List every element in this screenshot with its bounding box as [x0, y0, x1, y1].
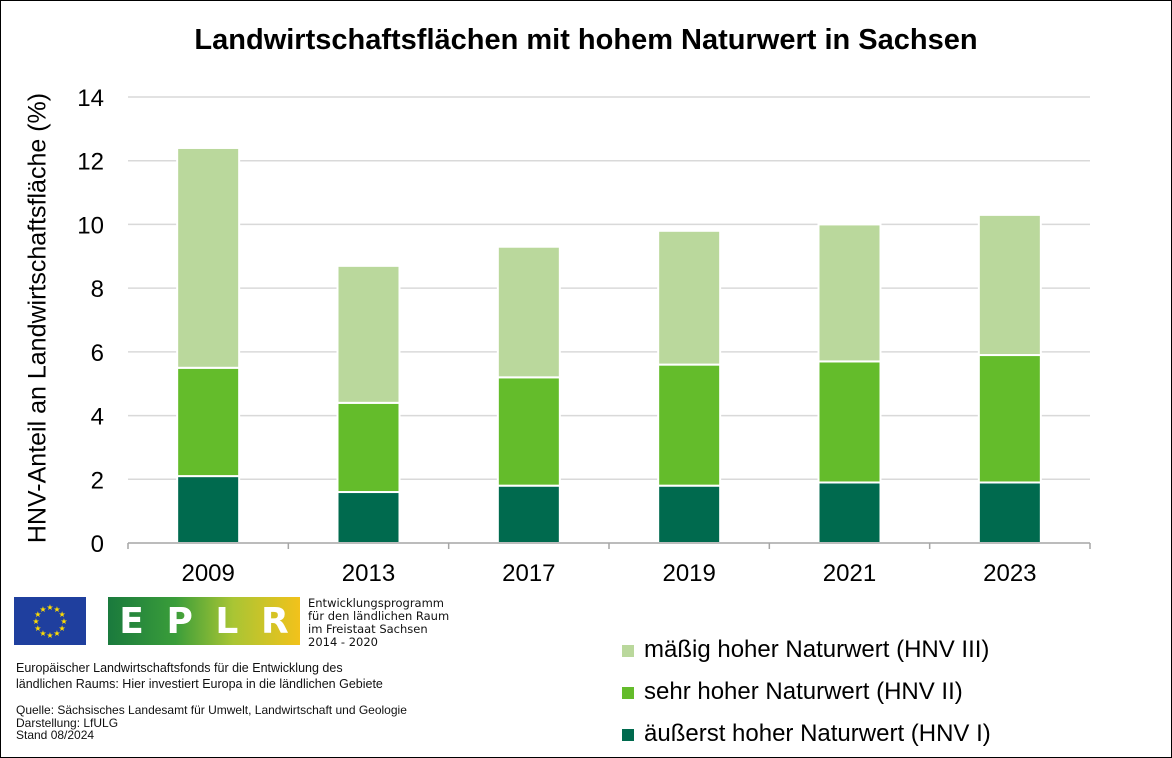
- bar-segment: [176, 475, 241, 545]
- eplr-line: Entwicklungsprogramm: [308, 596, 445, 610]
- eu-star-icon: ★: [34, 624, 41, 633]
- eplr-letter-e: E: [119, 600, 144, 642]
- eu-star-icon: ★: [46, 631, 53, 640]
- bar-segment: [496, 376, 561, 487]
- bar-segment: [657, 363, 722, 487]
- eu-star-icon: ★: [39, 605, 46, 614]
- bar-segment: [496, 484, 561, 544]
- legend-swatch: [622, 687, 634, 699]
- x-tick-label: 2023: [983, 560, 1036, 587]
- x-tick-label: 2021: [823, 560, 876, 587]
- legend-label: äußerst hoher Naturwert (HNV I): [644, 720, 991, 747]
- eplr-logo: E P L R: [108, 597, 300, 645]
- eplr-line: 2014 - 2020: [308, 635, 378, 649]
- eu-star-icon: ★: [39, 629, 46, 638]
- eu-star-icon: ★: [46, 603, 53, 612]
- bar-segment: [977, 481, 1042, 545]
- y-tick-label: 0: [91, 531, 104, 558]
- eplr-text: Entwicklungsprogramm für den ländlichen …: [308, 597, 449, 649]
- source-line: Darstellung: LfULG: [16, 715, 119, 730]
- eu-star-icon: ★: [34, 610, 41, 619]
- bar-segment: [176, 366, 241, 478]
- bar-segment: [176, 146, 241, 369]
- eu-star-icon: ★: [53, 629, 60, 638]
- chart-title: Landwirtschaftsflächen mit hohem Naturwe…: [194, 24, 978, 56]
- bar-segment: [496, 245, 561, 379]
- legend-label: sehr hoher Naturwert (HNV II): [644, 678, 963, 705]
- legend-label: mäßig hoher Naturwert (HNV III): [644, 636, 990, 663]
- y-tick-label: 12: [77, 149, 104, 176]
- eplr-logo-letters: E P L R: [108, 597, 300, 645]
- eu-star-icon: ★: [59, 610, 66, 619]
- y-tick-label: 2: [91, 467, 104, 494]
- bar-segment: [817, 360, 882, 484]
- stacked-bar-chart: 0 2 4 6 8 10 12 14 2009 2013 2017 2019 2021 2023: [77, 85, 1091, 587]
- bar-segment: [977, 354, 1042, 484]
- source-line: Stand 08/2024: [16, 728, 95, 742]
- bar-segment: [657, 229, 722, 366]
- eu-star-icon: ★: [59, 624, 66, 633]
- fund-line: ländlichen Raums: Hier investiert Europa…: [16, 677, 383, 691]
- bar-segment: [336, 401, 401, 494]
- x-tick-label: 2017: [502, 560, 555, 587]
- legend-swatch: [622, 729, 634, 741]
- source-line: Quelle: Sächsisches Landesamt für Umwelt…: [16, 703, 407, 717]
- y-tick-label: 4: [91, 404, 104, 431]
- x-tick-label: 2013: [342, 560, 395, 587]
- source-note: Quelle: Sächsisches Landesamt für Umwelt…: [16, 704, 407, 742]
- y-tick-label: 8: [91, 276, 104, 303]
- eplr-line: für den ländlichen Raum: [308, 609, 450, 623]
- y-tick-label: 14: [77, 85, 104, 112]
- bar-segment: [817, 223, 882, 363]
- eplr-line: im Freistaat Sachsen: [308, 622, 428, 636]
- legend-swatch: [622, 645, 634, 657]
- y-tick-label: 6: [91, 340, 104, 367]
- bar-segment: [657, 484, 722, 544]
- y-tick-label: 10: [77, 212, 104, 239]
- fund-statement: Europäischer Landwirtschaftsfonds für di…: [16, 660, 383, 692]
- bar-segment: [336, 264, 401, 404]
- bar-segment: [817, 481, 882, 545]
- bar-segment: [336, 491, 401, 544]
- eu-star-icon: ★: [53, 605, 60, 614]
- eu-star-icon: ★: [32, 617, 39, 626]
- eplr-letter-l: L: [215, 600, 239, 642]
- x-tick-label: 2009: [181, 560, 234, 587]
- eu-flag-icon: ★ ★ ★ ★ ★ ★ ★ ★ ★ ★ ★ ★: [14, 597, 86, 645]
- eplr-letter-p: P: [166, 600, 193, 642]
- bar-segment: [977, 213, 1042, 357]
- eplr-letter-r: R: [260, 600, 289, 642]
- fund-line: Europäischer Landwirtschaftsfonds für di…: [16, 661, 343, 675]
- x-tick-label: 2019: [662, 560, 715, 587]
- eu-star-icon: ★: [60, 617, 67, 626]
